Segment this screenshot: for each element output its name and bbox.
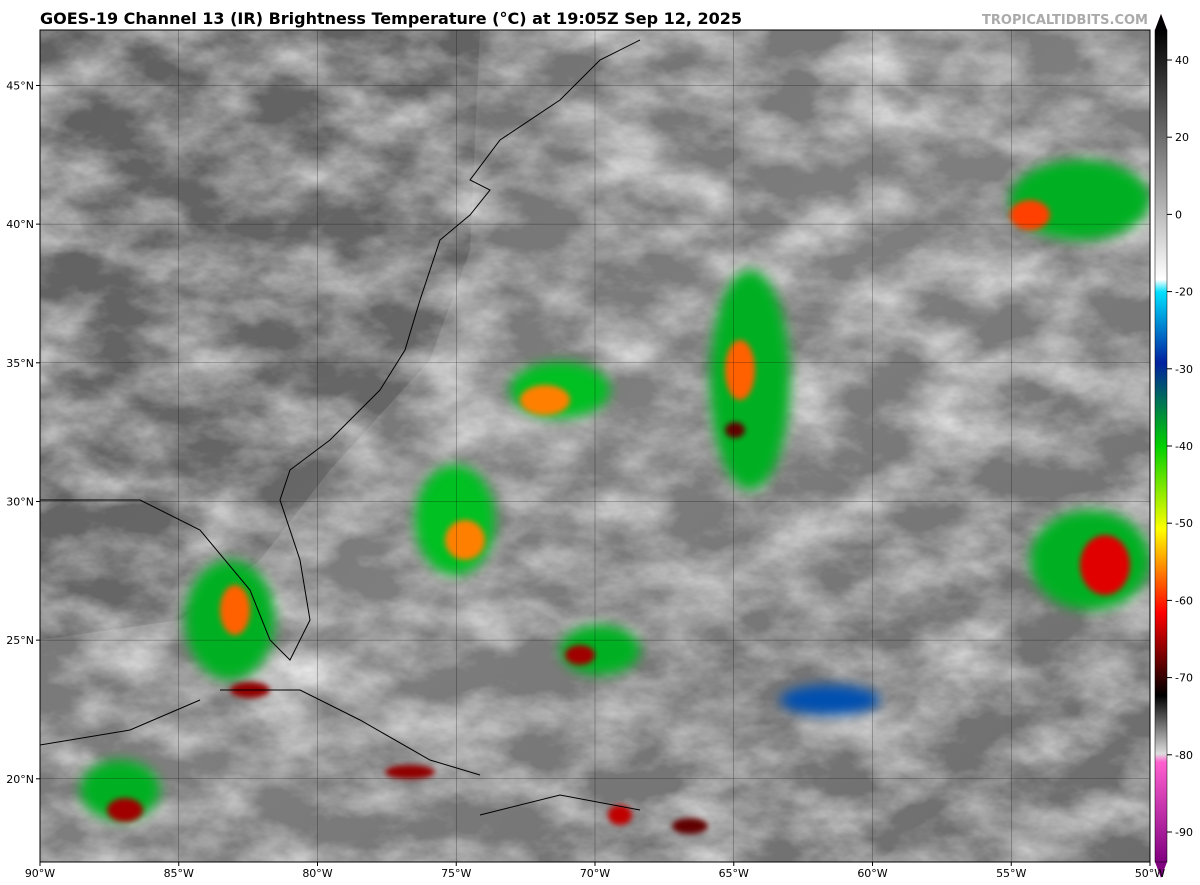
x-tick-label: 90°W (25, 867, 55, 880)
title: GOES-19 Channel 13 (IR) Brightness Tempe… (40, 9, 742, 28)
x-tick-label: 65°W (719, 867, 749, 880)
colorbar-label: 20 (1175, 131, 1189, 144)
colorbar-label: -50 (1175, 517, 1193, 530)
x-tick-label: 80°W (302, 867, 332, 880)
x-tick-label: 60°W (857, 867, 887, 880)
y-tick-label: 30°N (6, 495, 34, 508)
colorbar-label: -20 (1175, 286, 1193, 299)
y-tick-label: 20°N (6, 773, 34, 786)
colorbar-top (1155, 14, 1167, 30)
watermark: TROPICALTIDBITS.COM (982, 13, 1148, 28)
colorbar-label: -70 (1175, 672, 1193, 685)
y-tick-label: 40°N (6, 218, 34, 231)
x-tick-label: 70°W (580, 867, 610, 880)
colorbar-label: 40 (1175, 54, 1189, 67)
x-tick-label: 85°W (164, 867, 194, 880)
x-tick-label: 55°W (996, 867, 1026, 880)
y-tick-label: 35°N (6, 357, 34, 370)
y-tick-label: 25°N (6, 634, 34, 647)
x-tick-label: 50°W (1135, 867, 1165, 880)
colorbar (1154, 29, 1168, 863)
colorbar-label: -40 (1175, 440, 1193, 453)
x-tick-label: 75°W (441, 867, 471, 880)
y-tick-label: 45°N (6, 79, 34, 92)
colorbar-label: -60 (1175, 594, 1193, 607)
colorbar-label: -30 (1175, 363, 1193, 376)
colorbar-label: -80 (1175, 749, 1193, 762)
colorbar-label: -90 (1175, 826, 1193, 839)
colorbar-label: 0 (1175, 208, 1182, 221)
